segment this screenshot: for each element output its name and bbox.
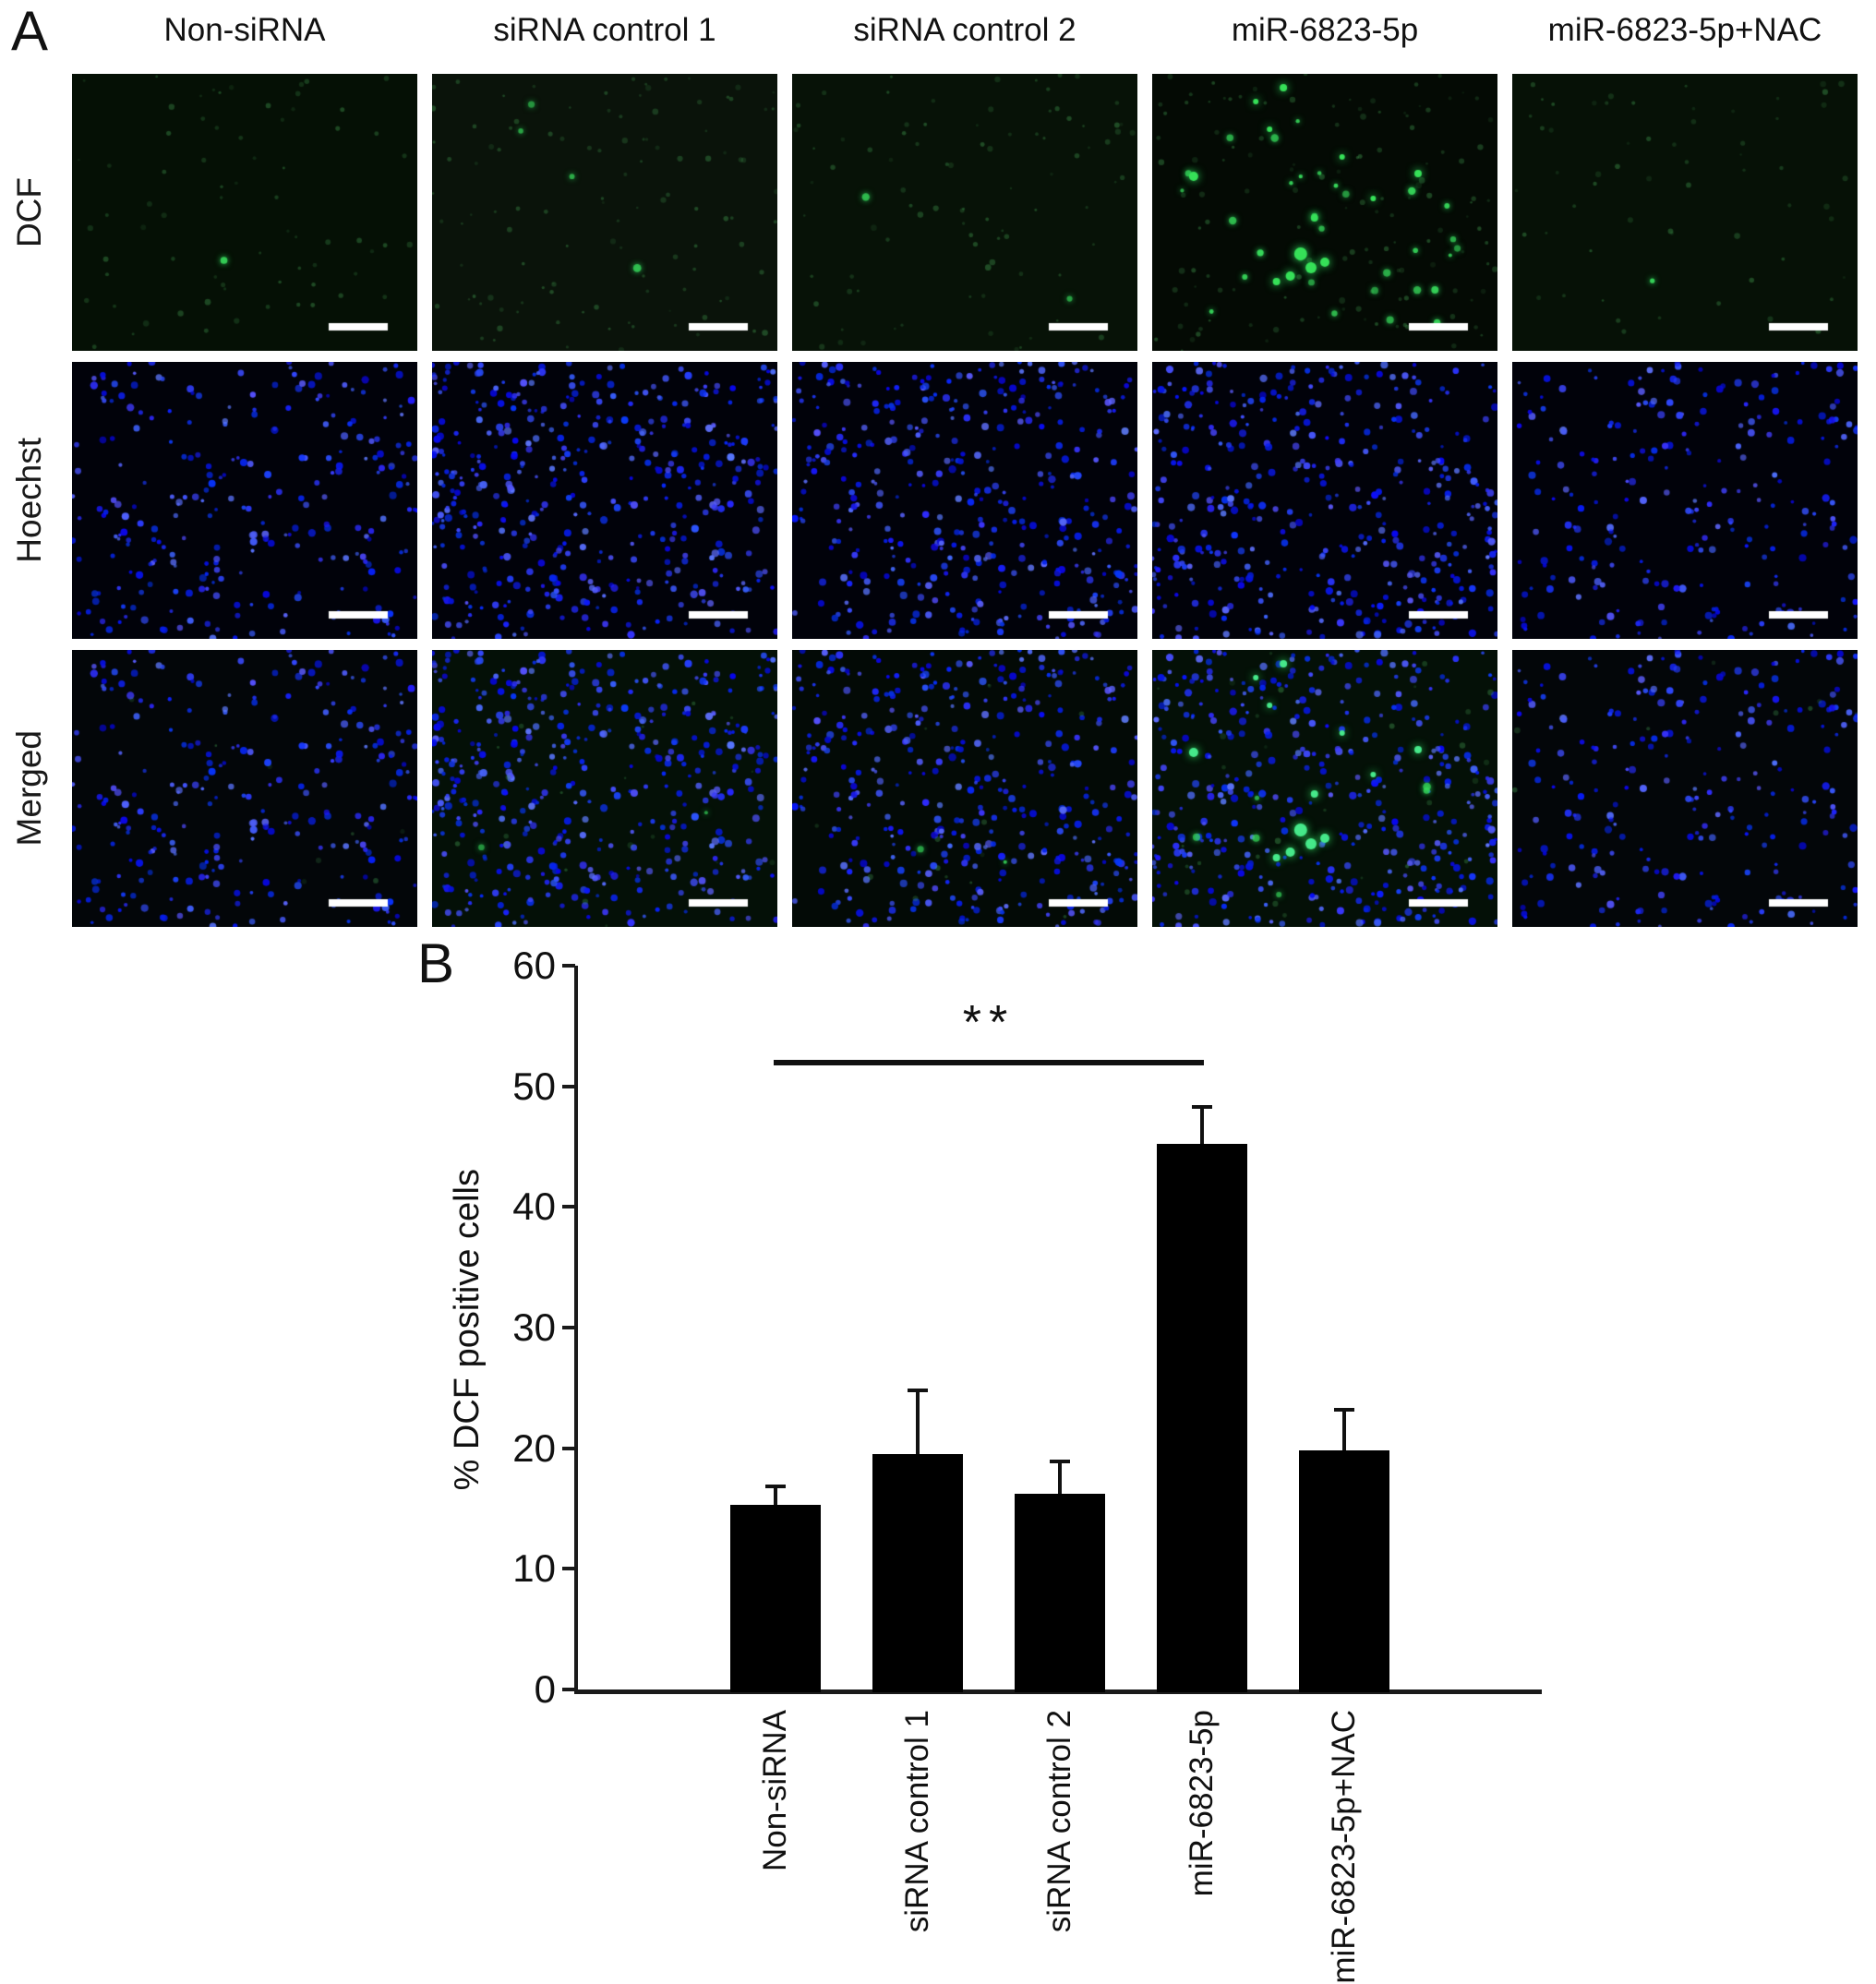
y-tick-mark-10 (562, 1567, 575, 1571)
error-whisker-non-sirna (774, 1486, 777, 1506)
row-label-dcf: DCF (10, 176, 48, 248)
error-whisker-mir-6823-5p (1200, 1106, 1204, 1145)
micrograph-merged-non-sirna (72, 650, 417, 927)
bar-sirna-control-1 (872, 1454, 963, 1692)
y-tick-label-60: 60 (512, 944, 556, 987)
panel-a-label: A (11, 0, 49, 62)
micrograph-dcf-non-sirna (72, 74, 417, 351)
column-header-mir-6823-5p-nac: miR-6823-5p+NAC (1547, 12, 1822, 48)
y-tick-mark-50 (562, 1084, 575, 1088)
y-tick-label-40: 40 (512, 1184, 556, 1229)
x-category-label-non-sirna: Non-siRNA (757, 1710, 793, 1872)
column-header-sirna-control-1: siRNA control 1 (493, 12, 716, 48)
significance-label: ** (962, 996, 1016, 1050)
error-whisker-sirna-control-1 (916, 1389, 920, 1455)
row-label-wrap-merged: Merged (6, 650, 54, 927)
y-tick-label-0: 0 (534, 1667, 556, 1711)
micrograph-hoechst-sirna-control-1 (432, 362, 777, 639)
micrograph-merged-sirna-control-2 (792, 650, 1137, 927)
panel-b-label: B (417, 932, 455, 994)
error-whisker-mir-6823-5p-nac (1342, 1409, 1346, 1451)
error-cap-mir-6823-5p (1192, 1104, 1212, 1109)
x-category-wrap-non-sirna: Non-siRNA (755, 1710, 796, 1871)
x-category-label-mir-6823-5p-nac: miR-6823-5p+NAC (1326, 1710, 1362, 1984)
row-label-wrap-dcf: DCF (6, 74, 54, 351)
error-whisker-sirna-control-2 (1058, 1461, 1062, 1495)
x-category-label-sirna-control-1: siRNA control 1 (899, 1710, 935, 1933)
y-tick-mark-0 (562, 1688, 575, 1691)
y-tick-mark-40 (562, 1205, 575, 1209)
y-tick-mark-30 (562, 1326, 575, 1329)
y-tick-label-30: 30 (512, 1305, 556, 1349)
micrograph-hoechst-mir-6823-5p-nac (1512, 362, 1858, 639)
y-tick-mark-60 (562, 964, 575, 968)
y-tick-label-50: 50 (512, 1064, 556, 1108)
x-category-label-sirna-control-2: siRNA control 2 (1041, 1710, 1077, 1933)
row-label-merged: Merged (10, 730, 48, 847)
micrograph-dcf-mir-6823-5p-nac (1512, 74, 1858, 351)
x-category-wrap-sirna-control-2: siRNA control 2 (1040, 1710, 1080, 1932)
error-cap-mir-6823-5p-nac (1334, 1407, 1354, 1412)
micrograph-merged-mir-6823-5p-nac (1512, 650, 1858, 927)
y-tick-label-20: 20 (512, 1425, 556, 1470)
micrograph-dcf-sirna-control-2 (792, 74, 1137, 351)
column-header-non-sirna: Non-siRNA (163, 12, 326, 48)
micrograph-dcf-sirna-control-1 (432, 74, 777, 351)
y-tick-label-10: 10 (512, 1546, 556, 1591)
bar-mir-6823-5p (1157, 1144, 1247, 1692)
y-tick-mark-20 (562, 1446, 575, 1450)
micrograph-hoechst-non-sirna (72, 362, 417, 639)
micrograph-hoechst-sirna-control-2 (792, 362, 1137, 639)
micrograph-merged-sirna-control-1 (432, 650, 777, 927)
x-category-wrap-sirna-control-1: siRNA control 1 (897, 1710, 938, 1932)
x-category-label-mir-6823-5p: miR-6823-5p (1184, 1710, 1220, 1897)
column-header-sirna-control-2: siRNA control 2 (853, 12, 1076, 48)
error-cap-sirna-control-1 (908, 1388, 928, 1392)
error-cap-non-sirna (765, 1485, 786, 1489)
significance-line (774, 1060, 1204, 1065)
y-axis-line (574, 966, 578, 1694)
row-label-hoechst: Hoechst (10, 438, 48, 563)
row-label-wrap-hoechst: Hoechst (6, 362, 54, 639)
bar-mir-6823-5p-nac (1299, 1450, 1389, 1692)
x-category-wrap-mir-6823-5p: miR-6823-5p (1182, 1710, 1222, 1896)
micrograph-merged-mir-6823-5p (1152, 650, 1497, 927)
bar-non-sirna (730, 1505, 821, 1692)
x-category-wrap-mir-6823-5p-nac: miR-6823-5p+NAC (1324, 1710, 1365, 1984)
bar-sirna-control-2 (1015, 1494, 1105, 1692)
error-cap-sirna-control-2 (1050, 1460, 1070, 1464)
micrograph-dcf-mir-6823-5p (1152, 74, 1497, 351)
column-header-mir-6823-5p: miR-6823-5p (1231, 12, 1419, 48)
micrograph-hoechst-mir-6823-5p (1152, 362, 1497, 639)
